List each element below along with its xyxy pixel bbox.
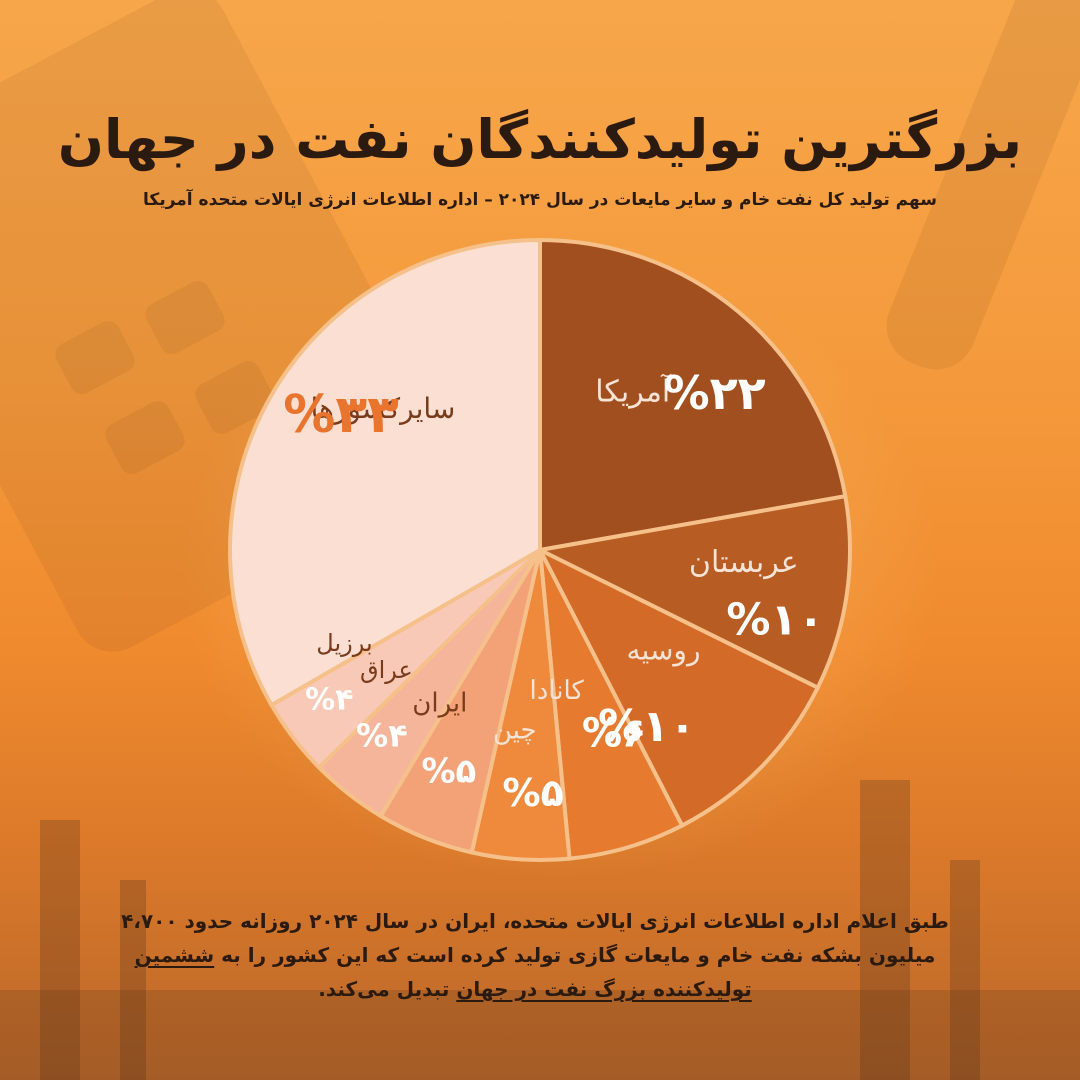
pie-slice-usa <box>538 237 848 553</box>
slice-label-iran: ایران <box>412 688 467 718</box>
pie-slice-russia <box>535 545 821 829</box>
slice-value-canada: %۶ <box>582 710 647 756</box>
slice-label-usa: آمریکا <box>595 374 672 410</box>
footnote-line-2-text: میلیون بشکه نفت خام و مایعات گازی تولید … <box>214 943 936 967</box>
footnote-line-3-text: تبدیل می‌کند. <box>318 977 457 1001</box>
slice-value-usa: %۲۲ <box>664 366 766 420</box>
slice-label-canada: کانادا <box>529 676 584 706</box>
background-refinery-tower <box>40 820 80 1080</box>
background-refinery-tower <box>860 780 910 1080</box>
slice-label-saudi-arabia: عربستان <box>689 545 799 580</box>
slice-label-brazil: برزیل <box>316 629 372 657</box>
slice-label-other-countries: سایرکشورها <box>311 392 456 425</box>
page-title: بزرگترین تولیدکنندگان نفت در جهان <box>57 108 1023 171</box>
slice-value-saudi-arabia: %۱۰ <box>726 594 824 645</box>
footnote-line-3: تولیدکننده بزرگ نفت در جهان تبدیل می‌کند… <box>120 972 950 1006</box>
slice-value-china: %۵ <box>503 771 564 815</box>
footnote-emphasis-rank: ششمین <box>134 943 215 967</box>
slice-value-russia: %۱۰ <box>598 701 696 752</box>
footnote-line-2: میلیون بشکه نفت خام و مایعات گازی تولید … <box>120 938 950 972</box>
pie-slice-saudi-arabia <box>533 493 852 691</box>
footnote: طبق اعلام اداره اطلاعات انرژی ایالات متح… <box>120 904 950 1006</box>
background-refinery-tower <box>950 860 980 1080</box>
slice-value-iran: %۵ <box>421 752 476 792</box>
pie-slice-other-countries <box>228 237 542 708</box>
footnote-emphasis-producer: تولیدکننده بزرگ نفت در جهان <box>456 977 752 1001</box>
background-ground <box>0 990 1080 1080</box>
slice-value-other-countries: %۳۳ <box>283 385 399 445</box>
page-subtitle: سهم تولید کل نفت خام و سایر مایعات در سا… <box>143 190 937 210</box>
slice-label-iraq: عراق <box>360 656 413 684</box>
background-refinery-tower <box>120 880 146 1080</box>
footnote-line-1: طبق اعلام اداره اطلاعات انرژی ایالات متح… <box>121 909 949 933</box>
slice-value-brazil: %۴ <box>305 683 353 718</box>
slice-label-china: چین <box>493 715 537 745</box>
slice-value-iraq: %۴ <box>356 717 408 755</box>
slice-label-russia: روسیه <box>627 633 701 666</box>
pie-slice-canada <box>538 549 685 861</box>
